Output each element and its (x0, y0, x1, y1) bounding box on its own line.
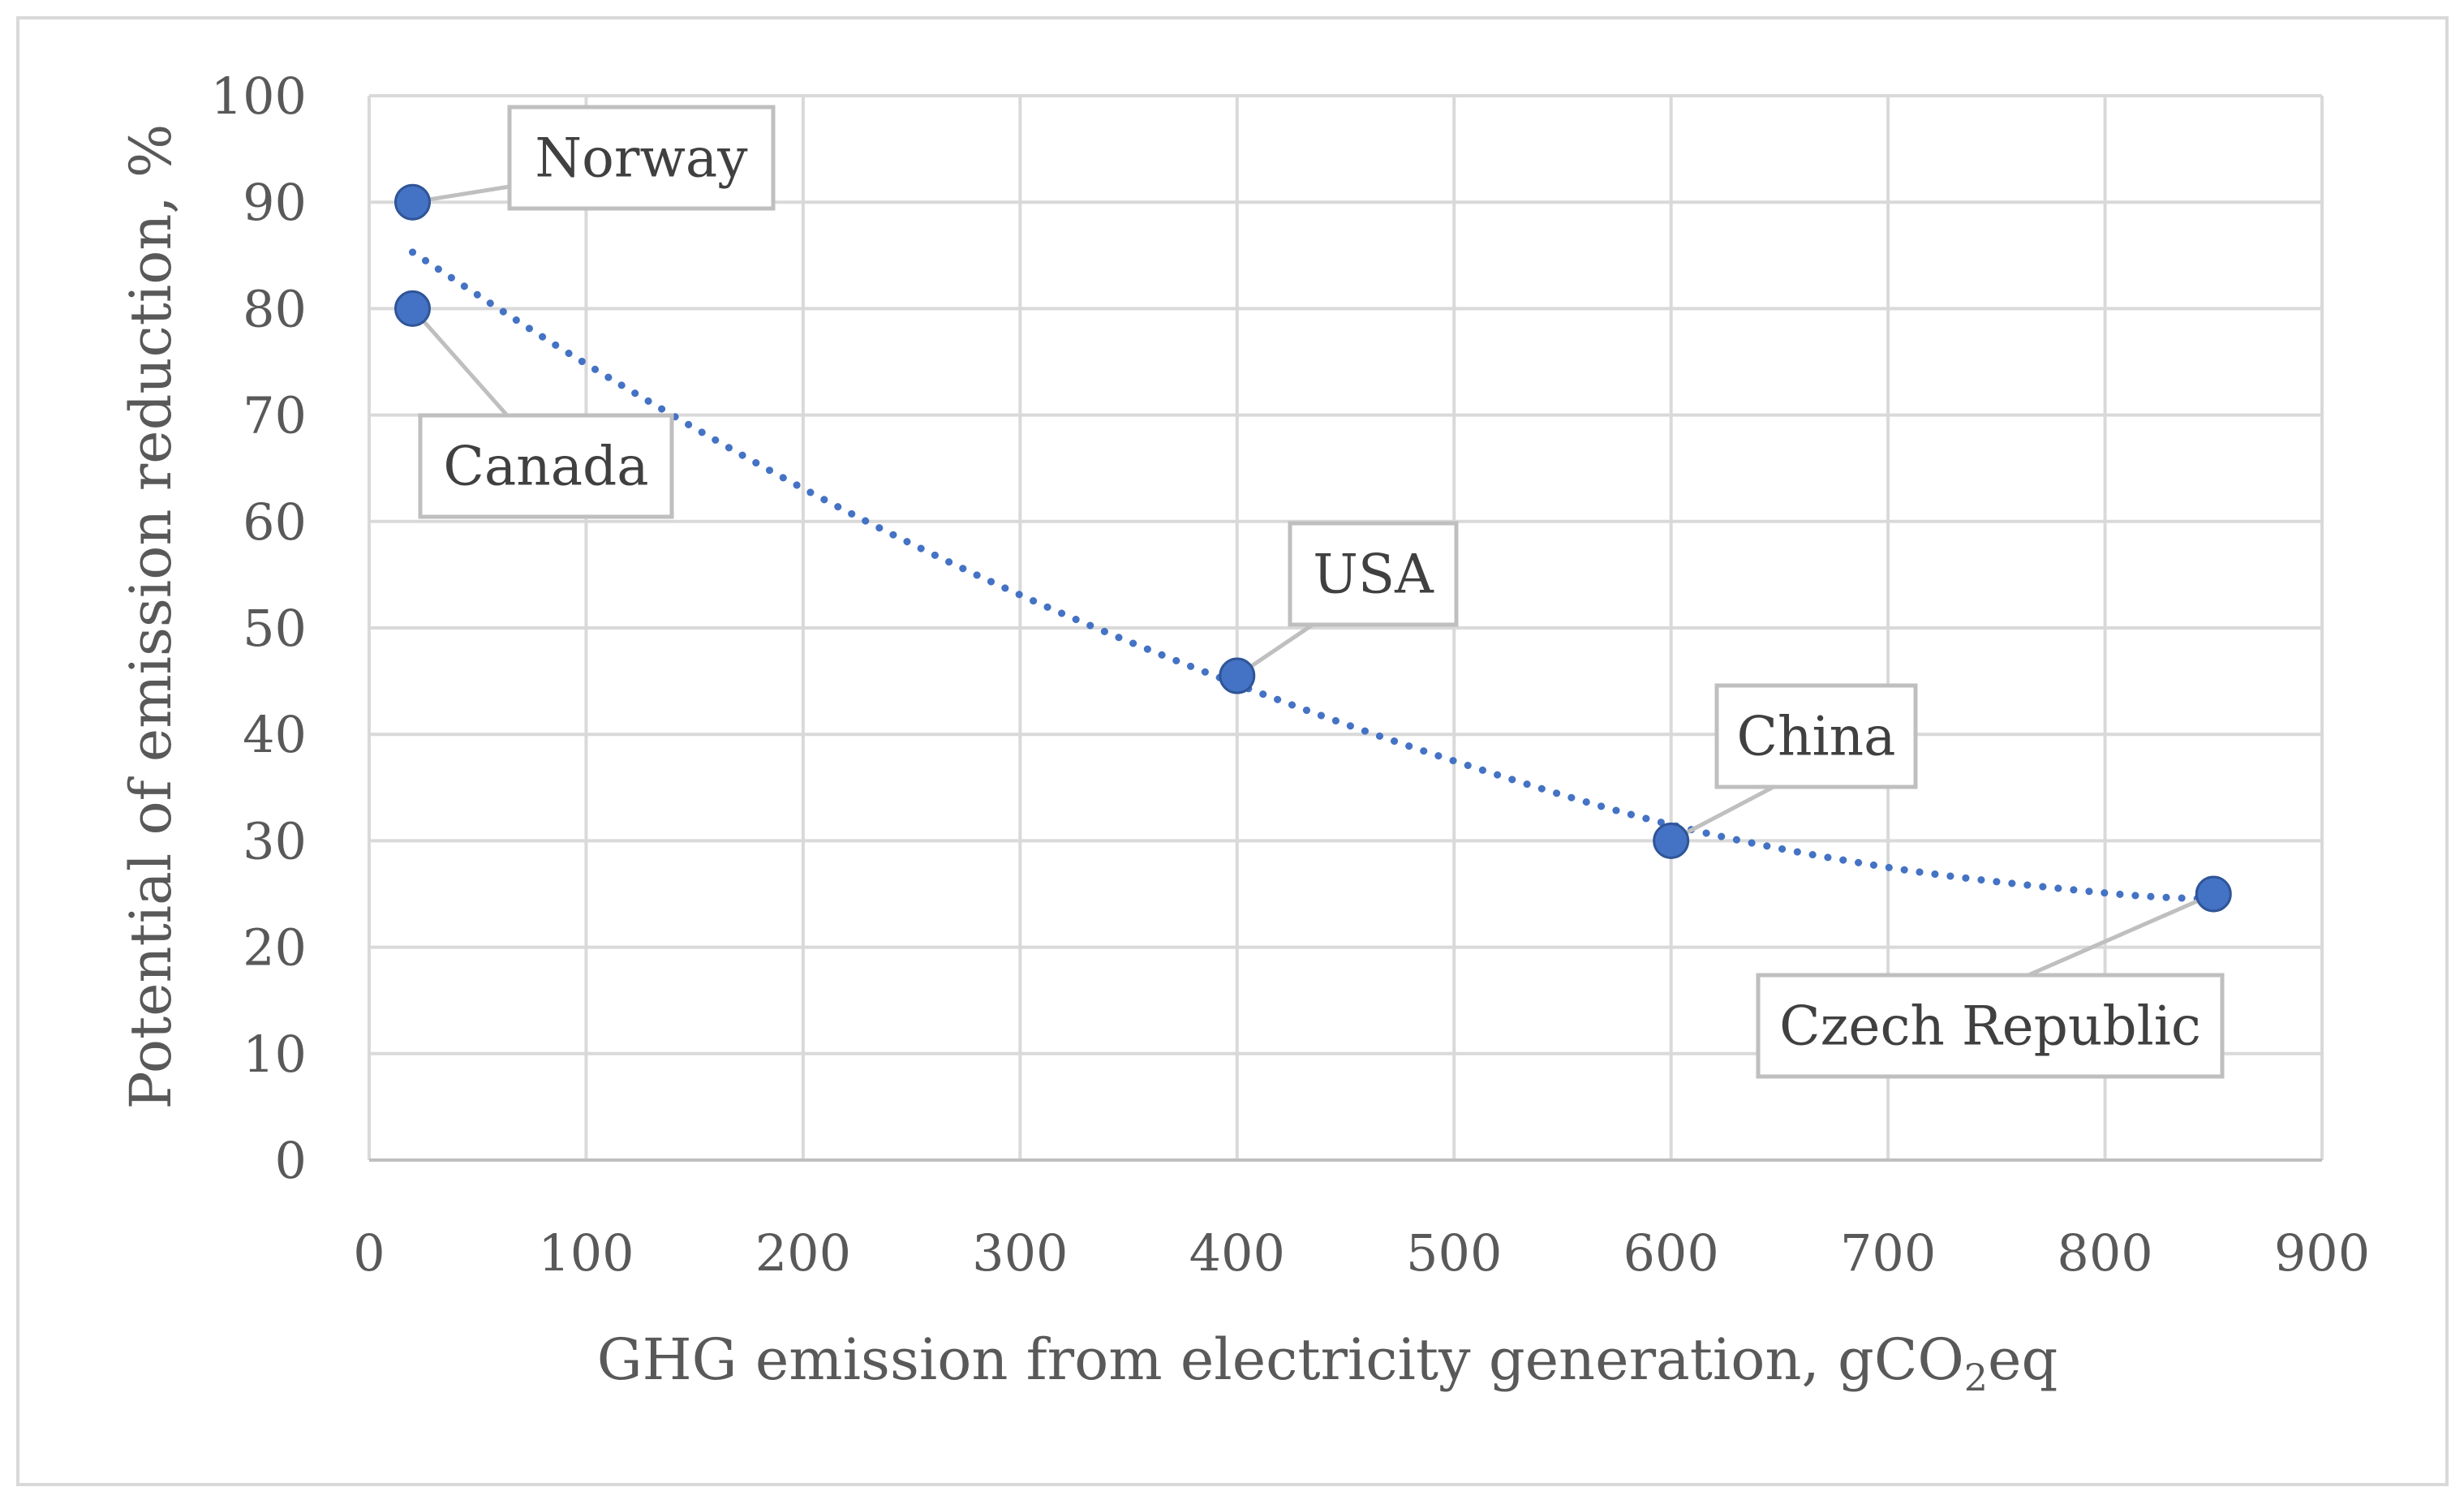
callout-leader-canada (411, 307, 509, 417)
x-tick-label: 500 (1406, 1223, 1502, 1283)
callout-label-czech-republic: Czech Republic (1779, 995, 2201, 1058)
x-tick-label: 0 (353, 1223, 385, 1283)
x-axis-title-main: GHG emission from electricity generation… (597, 1326, 1964, 1393)
data-point-usa (1219, 657, 1256, 694)
x-tick-label: 700 (1840, 1223, 1936, 1283)
data-points (393, 183, 2232, 913)
data-point-czech-republic (2195, 875, 2232, 913)
data-point-norway (393, 183, 431, 221)
y-tick-label: 20 (243, 918, 307, 978)
y-tick-label: 60 (243, 492, 307, 552)
x-tick-label: 900 (2274, 1223, 2370, 1283)
y-tick-label: 50 (243, 599, 307, 658)
y-tick-label: 90 (243, 173, 307, 232)
callout-label-norway: Norway (535, 127, 748, 190)
x-tick-label: 400 (1189, 1223, 1285, 1283)
grid (368, 94, 2324, 1162)
tick-labels: 0 100 200 300 400 500 600 700 800 900 0 10 20 30 40 50 6… (211, 67, 2371, 1283)
y-tick-label: 10 (243, 1025, 307, 1084)
x-axis-title-tail: eq (1988, 1326, 2058, 1393)
callout-label-china: China (1737, 706, 1896, 768)
callout-box-norway (507, 105, 776, 211)
x-tick-label: 600 (1623, 1223, 1718, 1283)
callouts: Norway Canada USA China Czech Republic (418, 105, 2225, 1079)
x-tick-label: 300 (972, 1223, 1068, 1283)
x-axis-title: GHG emission from electricity generation… (597, 1326, 2058, 1399)
x-tick-label: 200 (755, 1223, 851, 1283)
y-tick-label: 100 (211, 67, 307, 126)
y-tick-label: 0 (275, 1131, 307, 1190)
x-axis-title-subscript: 2 (1964, 1356, 1988, 1399)
data-point-china (1653, 822, 1690, 859)
callout-leader-china (1670, 784, 1775, 843)
callout-box-usa (1288, 521, 1459, 627)
callout-label-canada: Canada (443, 436, 648, 498)
y-tick-label: 80 (243, 279, 307, 338)
callout-box-canada (418, 413, 674, 519)
data-point-canada (393, 290, 431, 327)
callout-label-usa: USA (1313, 544, 1434, 606)
y-tick-label: 30 (243, 811, 307, 870)
y-axis-title: Potential of emission reduction, % (118, 124, 184, 1110)
y-tick-label: 40 (243, 705, 307, 764)
callout-box-czech-republic (1756, 973, 2225, 1079)
y-tick-label: 70 (243, 386, 307, 445)
callout-box-china (1714, 683, 1918, 789)
x-tick-label: 100 (538, 1223, 634, 1283)
callout-leader-czech-republic (2027, 892, 2215, 978)
x-tick-label: 800 (2057, 1223, 2152, 1283)
